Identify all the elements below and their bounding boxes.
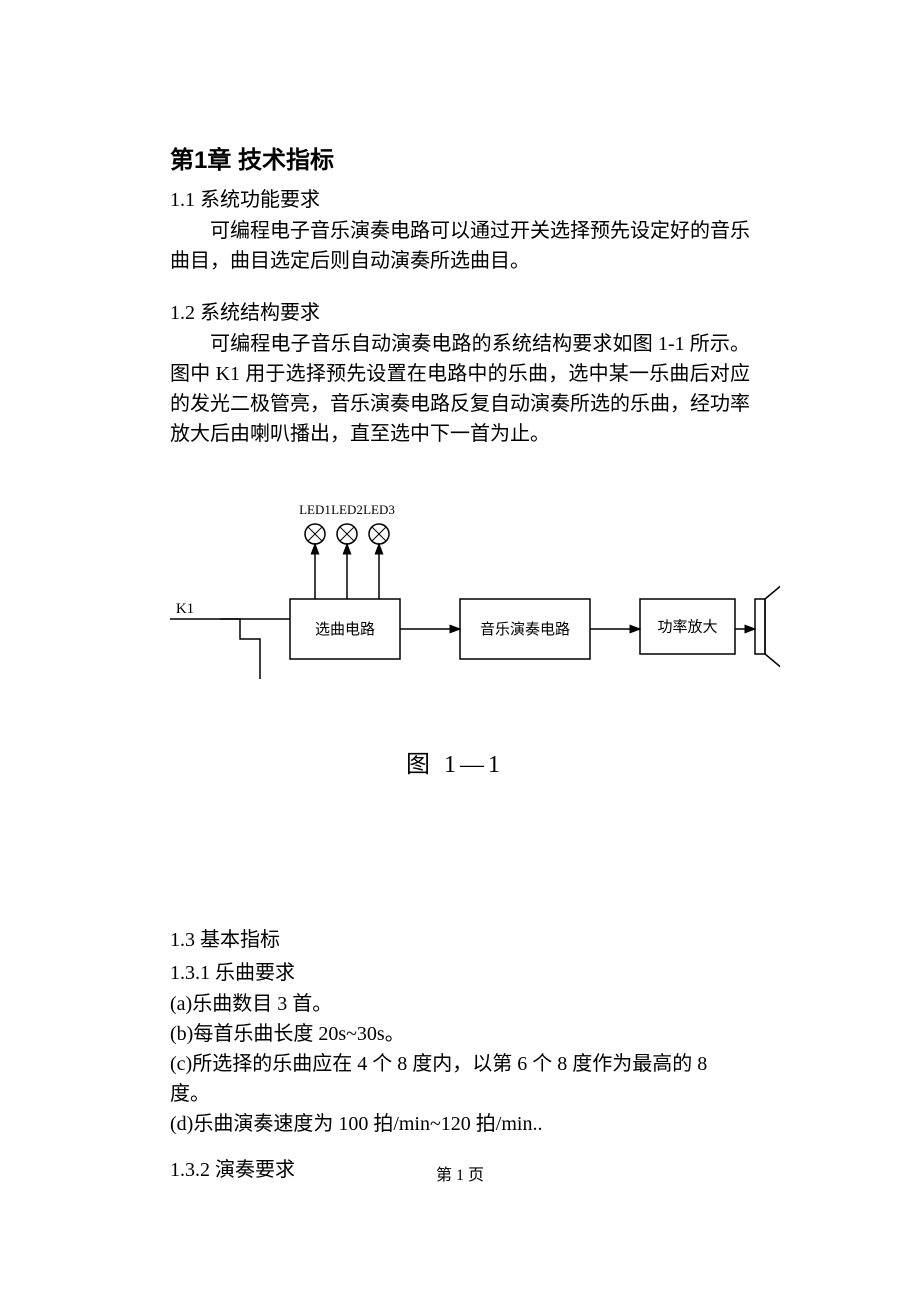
section-1-1-body: 可编程电子音乐演奏电路可以通过开关选择预先设定好的音乐曲目，曲目选定后则自动演奏… bbox=[170, 216, 750, 276]
svg-text:K1: K1 bbox=[176, 601, 194, 617]
req-item-d: (d)乐曲演奏速度为 100 拍/min~120 拍/min.. bbox=[170, 1109, 750, 1139]
svg-text:功率放大: 功率放大 bbox=[657, 619, 717, 636]
svg-text:LED1: LED1 bbox=[299, 502, 331, 517]
req-item-a: (a)乐曲数目 3 首。 bbox=[170, 989, 750, 1019]
page-footer: 第 1 页 bbox=[0, 1161, 920, 1185]
block-diagram: K1 LED1LED2LED3 选曲电路 音乐演奏电路 功率放大 bbox=[160, 479, 780, 709]
figure-caption: 图 1—1 bbox=[160, 744, 750, 779]
svg-text:音乐演奏电路: 音乐演奏电路 bbox=[480, 621, 570, 638]
svg-text:选曲电路: 选曲电路 bbox=[315, 621, 375, 638]
section-1-2-heading: 1.2 系统结构要求 bbox=[170, 296, 750, 325]
section-1-3-1-heading: 1.3.1 乐曲要求 bbox=[170, 956, 750, 985]
section-1-2-body: 可编程电子音乐自动演奏电路的系统结构要求如图 1-1 所示。图中 K1 用于选择… bbox=[170, 329, 750, 449]
req-item-c: (c)所选择的乐曲应在 4 个 8 度内，以第 6 个 8 度作为最高的 8 度… bbox=[170, 1049, 750, 1109]
svg-text:LED2: LED2 bbox=[331, 502, 363, 517]
chapter-title: 第1章 技术指标 bbox=[170, 140, 750, 175]
section-1-1-heading: 1.1 系统功能要求 bbox=[170, 183, 750, 212]
req-item-b: (b)每首乐曲长度 20s~30s。 bbox=[170, 1019, 750, 1049]
svg-text:LED3: LED3 bbox=[363, 502, 395, 517]
figure-1-1: K1 LED1LED2LED3 选曲电路 音乐演奏电路 功率放大 图 1—1 bbox=[160, 479, 750, 779]
page: 第1章 技术指标 1.1 系统功能要求 可编程电子音乐演奏电路可以通过开关选择预… bbox=[0, 0, 920, 1300]
section-1-3-heading: 1.3 基本指标 bbox=[170, 923, 750, 952]
